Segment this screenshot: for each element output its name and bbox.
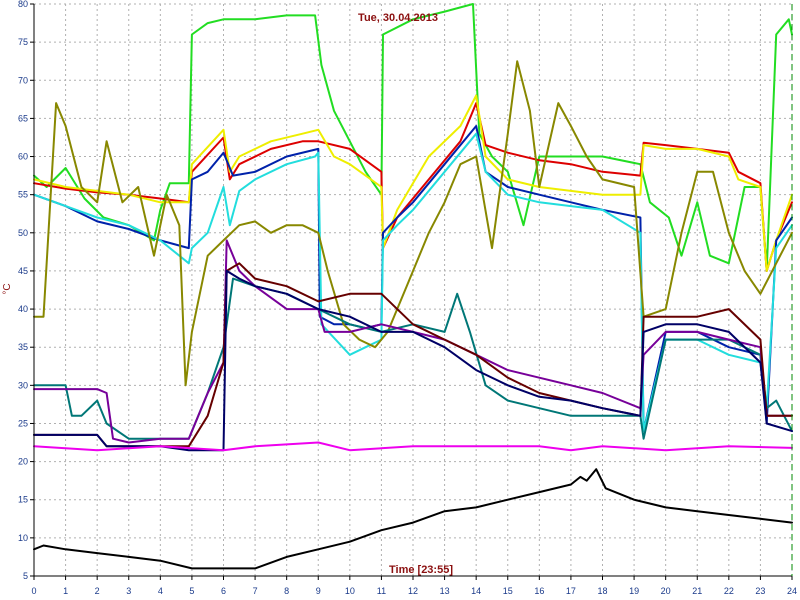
y-tick-label-50: 50 bbox=[18, 228, 28, 238]
labels: Tue, 30.04.2013 Time [23:55] °C bbox=[2, 12, 453, 576]
y-tick-label-25: 25 bbox=[18, 418, 28, 428]
x-axis-label: Time [23:55] bbox=[389, 564, 453, 576]
series-line-11 bbox=[33, 441, 793, 452]
x-tick-label-9: 9 bbox=[316, 586, 321, 596]
x-tick-label-23: 23 bbox=[755, 586, 765, 596]
x-tick-label-6: 6 bbox=[221, 586, 226, 596]
y-tick-label-5: 5 bbox=[23, 571, 28, 581]
x-tick-label-22: 22 bbox=[724, 586, 734, 596]
x-tick-label-24: 24 bbox=[787, 586, 797, 596]
x-tick-label-12: 12 bbox=[408, 586, 418, 596]
x-tick-label-19: 19 bbox=[629, 586, 639, 596]
chart-title: Tue, 30.04.2013 bbox=[358, 12, 438, 24]
x-tick-label-2: 2 bbox=[95, 586, 100, 596]
y-tick-label-35: 35 bbox=[18, 342, 28, 352]
grid bbox=[33, 3, 793, 577]
x-tick-label-10: 10 bbox=[345, 586, 355, 596]
x-tick-label-15: 15 bbox=[503, 586, 513, 596]
x-tick-label-5: 5 bbox=[189, 586, 194, 596]
x-tick-label-16: 16 bbox=[534, 586, 544, 596]
y-tick-label-40: 40 bbox=[18, 304, 28, 314]
x-tick-label-7: 7 bbox=[253, 586, 258, 596]
y-tick-label-70: 70 bbox=[18, 75, 28, 85]
y-tick-label-15: 15 bbox=[18, 495, 28, 505]
x-tick-label-20: 20 bbox=[661, 586, 671, 596]
x-tick-label-3: 3 bbox=[126, 586, 131, 596]
x-tick-label-14: 14 bbox=[471, 586, 481, 596]
x-tick-label-8: 8 bbox=[284, 586, 289, 596]
series-line-1 bbox=[33, 3, 793, 272]
y-axis-label: °C bbox=[2, 283, 13, 294]
series-line-8 bbox=[33, 239, 793, 444]
series-line-12 bbox=[33, 468, 793, 570]
y-tick-label-30: 30 bbox=[18, 380, 28, 390]
x-tick-label-0: 0 bbox=[31, 586, 36, 596]
x-tick-label-21: 21 bbox=[692, 586, 702, 596]
y-tick-label-75: 75 bbox=[18, 37, 28, 47]
y-tick-label-60: 60 bbox=[18, 152, 28, 162]
y-tick-label-55: 55 bbox=[18, 190, 28, 200]
series-line-6 bbox=[33, 60, 793, 387]
series-line-3 bbox=[33, 94, 793, 272]
x-tick-label-4: 4 bbox=[158, 586, 163, 596]
y-tick-label-45: 45 bbox=[18, 266, 28, 276]
y-tick-label-20: 20 bbox=[18, 457, 28, 467]
x-tick-label-11: 11 bbox=[377, 586, 386, 596]
x-tick-label-17: 17 bbox=[566, 586, 576, 596]
series-lines bbox=[33, 3, 793, 570]
y-tick-label-65: 65 bbox=[18, 113, 28, 123]
x-tick-label-1: 1 bbox=[63, 586, 68, 596]
x-tick-label-13: 13 bbox=[440, 586, 450, 596]
x-tick-label-18: 18 bbox=[597, 586, 607, 596]
y-tick-label-80: 80 bbox=[18, 0, 28, 9]
y-tick-label-10: 10 bbox=[18, 533, 28, 543]
